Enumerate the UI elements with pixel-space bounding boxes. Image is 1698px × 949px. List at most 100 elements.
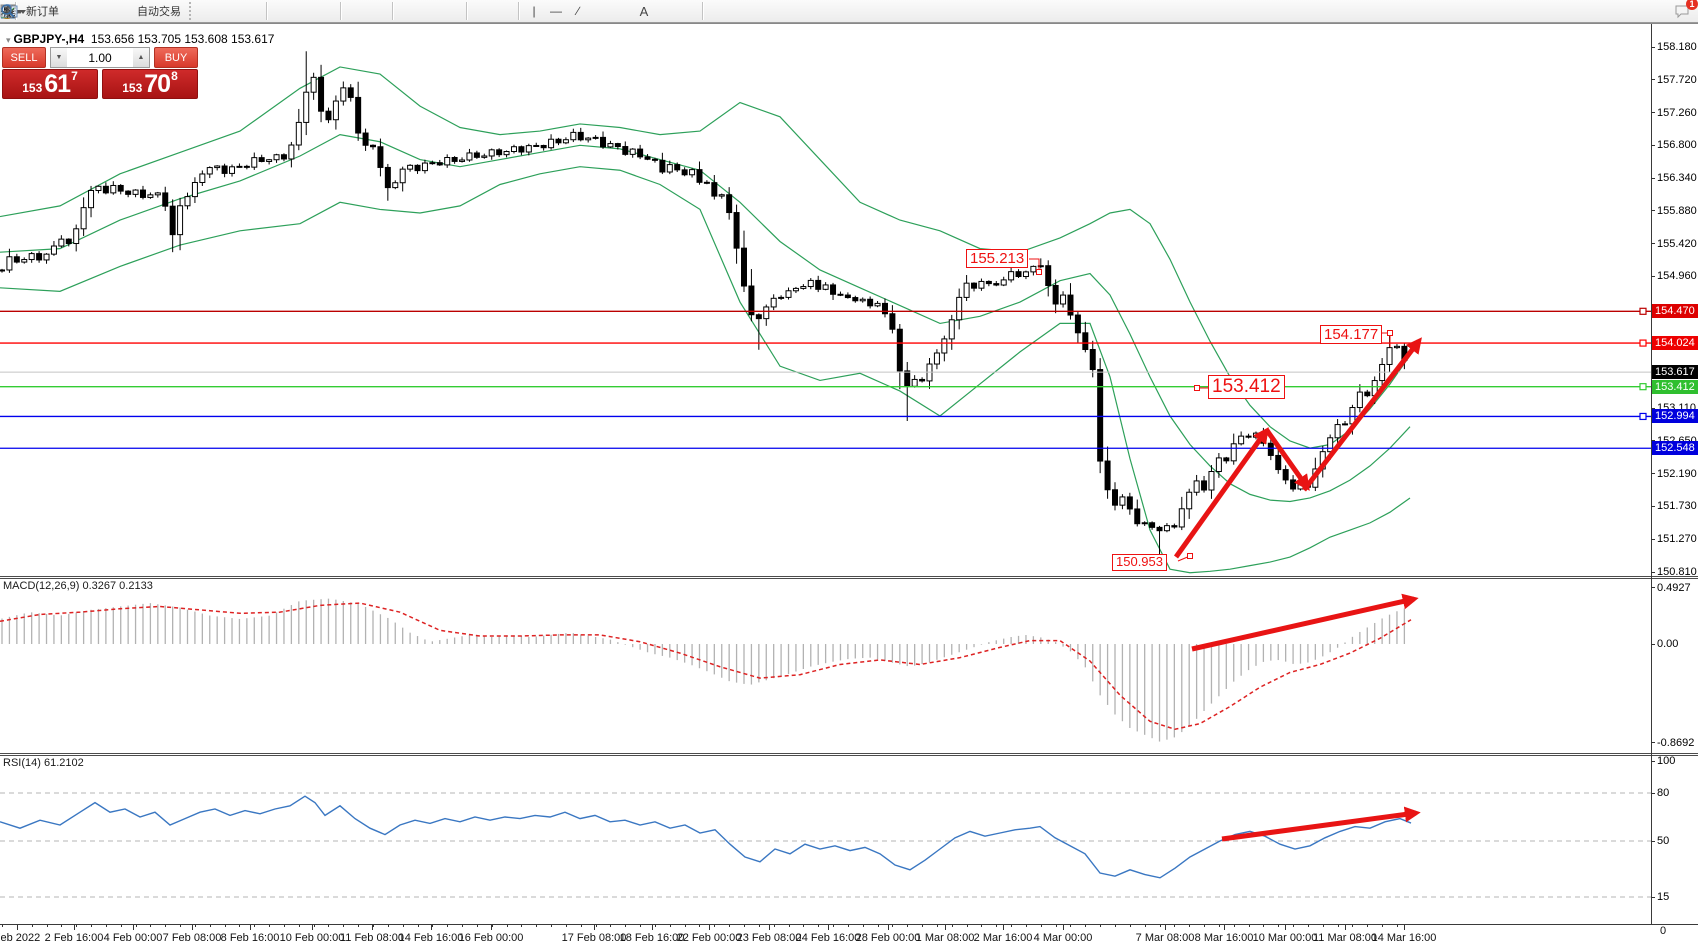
time-label: 14 Mar 16:00 [1371, 932, 1437, 944]
time-tick [372, 925, 373, 930]
macd-canvas[interactable] [0, 579, 1698, 753]
time-minor-tick [610, 925, 611, 927]
symbol-name: GBPJPY-,H4 [13, 32, 85, 46]
macd-rsi-splitter[interactable] [0, 753, 1698, 756]
price-annotation-155.213[interactable]: 155.213 [966, 249, 1029, 269]
time-minor-tick [967, 925, 968, 927]
time-minor-tick [566, 925, 567, 927]
toolbar-grip[interactable] [189, 2, 195, 20]
sell-button[interactable]: SELL [2, 47, 46, 68]
trend-arrow [1263, 427, 1310, 491]
rsi-scale-label: 100 [1657, 755, 1676, 767]
macd-signal-line [0, 602, 1412, 731]
time-minor-tick [744, 925, 745, 927]
search-button[interactable] [1, 1, 1671, 21]
buy-button[interactable]: BUY [154, 47, 198, 68]
time-minor-tick [581, 925, 582, 927]
autotrade-label: 自动交易 [137, 6, 181, 18]
price-annotation-150.953[interactable]: 150.953 [1112, 554, 1167, 571]
candlestick-chart-button[interactable] [2, 1, 240, 21]
time-tick [1285, 925, 1286, 930]
buy-price-pips: 70 [144, 70, 171, 98]
time-minor-tick [432, 925, 433, 927]
new-order-button[interactable]: 新订单 [0, 1, 64, 21]
time-minor-tick [314, 925, 315, 927]
time-minor-tick [1056, 925, 1057, 927]
time-label: 7 Feb 08:00 [162, 932, 222, 944]
time-minor-tick [447, 925, 448, 927]
time-tick [652, 925, 653, 930]
time-minor-tick [655, 925, 656, 927]
volume-decrease-button[interactable]: ▼ [51, 48, 67, 67]
symbol-ohlc-values: 153.656 153.705 153.608 153.617 [90, 32, 275, 46]
rsi-canvas[interactable] [0, 756, 1698, 922]
rsi-label: RSI(14) 61.2102 [3, 757, 84, 769]
notifications-button[interactable]: 1 [1673, 0, 1698, 21]
time-tick [74, 925, 75, 930]
text-tool[interactable]: A [639, 3, 649, 19]
time-tick [250, 925, 251, 930]
price-annotation-153.412[interactable]: 153.412 [1208, 375, 1285, 399]
price-tick-label: 155.420 [1657, 237, 1697, 250]
chart-macd-splitter[interactable] [0, 576, 1698, 579]
price-chart-canvas[interactable] [0, 24, 1698, 576]
channel-tool[interactable]: E [0, 1, 610, 21]
time-minor-tick [1085, 925, 1086, 927]
price-tick-label: 158.180 [1657, 41, 1697, 53]
price-annotation-154.177[interactable]: 154.177 [1320, 325, 1383, 345]
toolbar-right-group: 1 [1, 0, 1698, 21]
price-badge-153.617: 153.617 [1652, 365, 1698, 380]
sell-price-button[interactable]: 153 61 7 [2, 69, 98, 99]
price-tick [1651, 243, 1655, 245]
time-minor-tick [833, 925, 834, 927]
volume-input[interactable] [67, 48, 133, 67]
templates-button[interactable] [0, 1, 462, 21]
time-minor-tick [1130, 925, 1131, 927]
time-tick [828, 925, 829, 930]
time-label: 1 Mar 08:00 [915, 932, 975, 944]
time-minor-tick [507, 925, 508, 927]
time-minor-tick [477, 925, 478, 927]
time-minor-tick [225, 925, 226, 927]
main-toolbar: 新订单 自动交易 [0, 0, 1698, 23]
tile-windows-button[interactable] [1, 1, 336, 21]
price-tick-label: 156.340 [1657, 172, 1697, 185]
arrows-tool[interactable] [3, 1, 698, 21]
crosshair-tool[interactable] [1, 1, 514, 21]
bar-chart-button[interactable] [1, 1, 218, 21]
zoom-out-button[interactable] [1, 1, 314, 21]
time-label: 2 Feb 16:00 [44, 932, 104, 944]
auto-scroll-button[interactable] [0, 1, 366, 21]
signals-button[interactable] [2, 1, 130, 21]
time-minor-tick [803, 925, 804, 927]
fibonacci-tool[interactable]: F [1, 1, 632, 21]
gold-button[interactable] [0, 1, 86, 21]
chart-collapse-icon[interactable]: ▾ [6, 35, 11, 45]
text-label-tool[interactable]: T [0, 1, 676, 21]
indicators-button[interactable] [0, 1, 418, 21]
time-minor-tick [1397, 925, 1398, 927]
vertical-line-tool[interactable]: | [532, 4, 536, 18]
macd-tick [1651, 742, 1655, 744]
chart-shift-button[interactable] [0, 1, 388, 21]
time-tick [491, 925, 492, 930]
buy-price-point: 8 [171, 69, 178, 83]
buy-price-button[interactable]: 153 70 8 [102, 69, 198, 99]
trendline-tool[interactable]: ∕ [576, 4, 579, 18]
search-icon [1, 4, 15, 18]
horizontal-line-tool[interactable]: — [550, 4, 562, 18]
line-chart-button[interactable] [0, 1, 262, 21]
zoom-in-button[interactable] [1, 1, 292, 21]
price-tick-label: 157.720 [1657, 73, 1697, 86]
time-minor-tick [1338, 925, 1339, 927]
time-minor-tick [418, 925, 419, 927]
community-button[interactable] [0, 1, 108, 21]
time-tick [192, 925, 193, 930]
autotrade-button[interactable]: 自动交易 [0, 1, 186, 21]
time-minor-tick [343, 925, 344, 927]
cursor-tool[interactable] [4, 1, 492, 21]
period-button[interactable] [1, 1, 440, 21]
macd-scale-label: -0.8692 [1657, 736, 1695, 749]
volume-increase-button[interactable]: ▲ [133, 48, 149, 67]
